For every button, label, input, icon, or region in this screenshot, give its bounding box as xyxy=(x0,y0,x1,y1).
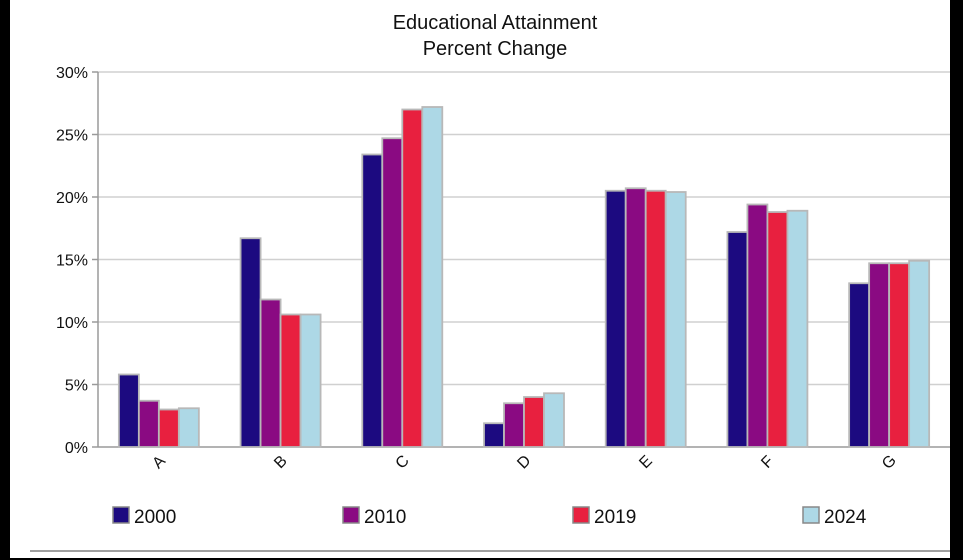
x-axis-category-labels: A B C D E F G xyxy=(149,452,899,473)
legend: 2000 2010 2019 2024 xyxy=(112,506,867,528)
legend-label: 2010 xyxy=(364,507,406,528)
bar-C-2024 xyxy=(421,106,444,448)
chart-subtitle: Percent Change xyxy=(423,38,568,60)
y-tick-label: 0% xyxy=(65,440,88,457)
bar-E-2010 xyxy=(624,187,647,448)
legend-swatch xyxy=(572,506,590,524)
legend-item-2019: 2019 xyxy=(572,506,636,528)
bar-A-2010 xyxy=(137,399,160,448)
y-tick-label: 30% xyxy=(56,65,88,82)
bar-B-2010 xyxy=(259,298,282,448)
bar-F-2010 xyxy=(746,203,769,448)
bar-G-2019 xyxy=(888,262,911,448)
bar-B-2024 xyxy=(299,313,322,448)
y-tick-label: 25% xyxy=(56,128,88,145)
y-tick-label: 20% xyxy=(56,190,88,207)
legend-item-2024: 2024 xyxy=(802,506,867,528)
bar-E-2019 xyxy=(644,189,667,448)
bar-A-2000 xyxy=(117,373,140,448)
bar-D-2024 xyxy=(543,392,565,448)
legend-swatch xyxy=(802,506,820,524)
legend-item-2000: 2000 xyxy=(112,506,176,528)
bar-D-2019 xyxy=(523,396,545,448)
chart: Educational Attainment Percent Change 0%… xyxy=(30,12,950,552)
category-label: D xyxy=(514,452,534,472)
bar-A-2019 xyxy=(157,408,180,448)
y-axis-tick-labels: 0% 5% 10% 15% 20% 25% 30% xyxy=(56,65,88,457)
bar-F-2019 xyxy=(766,211,789,448)
bar-B-2019 xyxy=(279,313,302,448)
bars xyxy=(117,106,931,448)
legend-item-2010: 2010 xyxy=(342,506,406,528)
legend-swatch xyxy=(112,506,130,524)
category-label: A xyxy=(149,452,169,472)
legend-swatch xyxy=(342,506,360,524)
category-label: F xyxy=(758,453,777,472)
legend-label: 2000 xyxy=(134,507,176,528)
bar-C-2010 xyxy=(381,137,404,448)
bar-F-2024 xyxy=(786,209,809,448)
category-label: C xyxy=(393,452,413,472)
category-label: G xyxy=(879,452,900,473)
bar-F-2000 xyxy=(726,231,749,448)
grid-lines xyxy=(92,71,950,448)
bar-D-2010 xyxy=(503,402,525,448)
bar-G-2000 xyxy=(848,282,871,448)
y-tick-label: 15% xyxy=(56,253,88,270)
bar-B-2000 xyxy=(239,237,262,448)
bar-E-2024 xyxy=(664,191,687,448)
category-label: E xyxy=(636,453,656,473)
category-label: B xyxy=(271,453,291,473)
legend-label: 2024 xyxy=(824,507,867,528)
y-tick-label: 10% xyxy=(56,315,88,332)
bar-A-2024 xyxy=(177,407,200,448)
legend-label: 2019 xyxy=(594,507,636,528)
chart-title: Educational Attainment xyxy=(393,12,598,34)
y-tick-label: 5% xyxy=(65,378,88,395)
chart-panel: Educational Attainment Percent Change 0%… xyxy=(10,0,950,558)
bar-G-2010 xyxy=(868,262,891,448)
bar-D-2000 xyxy=(483,422,505,448)
bar-C-2019 xyxy=(401,108,424,448)
bar-G-2024 xyxy=(908,259,931,448)
bar-C-2000 xyxy=(361,153,384,448)
bar-E-2000 xyxy=(604,189,627,448)
